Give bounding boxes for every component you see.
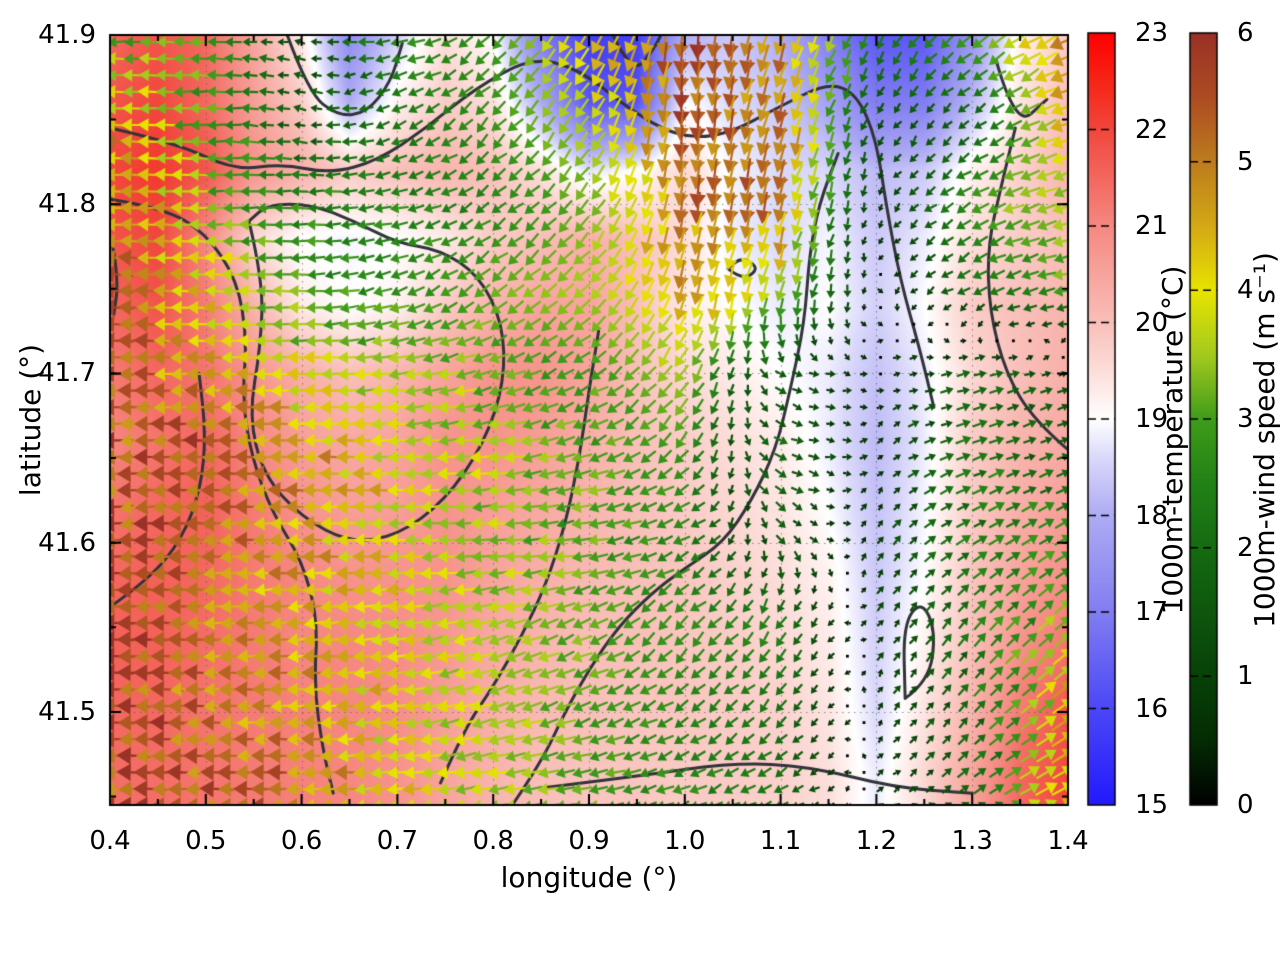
x-tick-label: 0.5 — [185, 826, 227, 856]
temperature-colorbar-tick-label: 17 — [1135, 597, 1169, 627]
x-tick-label: 1.3 — [951, 826, 993, 856]
wind-colorbar-tick-label: 1 — [1237, 661, 1254, 692]
temperature-colorbar-tick-label: 21 — [1135, 211, 1169, 241]
x-tick-label: 0.7 — [376, 826, 419, 856]
wind-colorbar-tick-label: 5 — [1237, 146, 1254, 177]
x-tick-label: 0.8 — [472, 826, 514, 856]
y-tick-label: 41.9 — [38, 20, 96, 50]
y-tick-label: 41.5 — [38, 696, 96, 727]
temperature-colorbar-tick-label: 22 — [1135, 114, 1169, 145]
temperature-colorbar-tick-label: 18 — [1135, 500, 1169, 531]
x-tick-label: 1.4 — [1047, 826, 1089, 856]
temperature-colorbar-tick-label: 23 — [1135, 18, 1169, 48]
x-tick-label: 1.0 — [664, 826, 706, 856]
x-tick-label: 1.2 — [855, 826, 898, 856]
x-tick-label: 0.4 — [89, 826, 131, 856]
wind-colorbar-tick-label: 6 — [1237, 18, 1254, 48]
temperature-colorbar-tick-label: 16 — [1135, 693, 1169, 724]
x-tick-label: 0.9 — [568, 826, 610, 856]
wind-colorbar-tick-label: 0 — [1237, 790, 1254, 820]
y-tick-label: 41.6 — [38, 527, 96, 558]
x-tick-label: 0.6 — [280, 826, 323, 856]
temperature-colorbar-tick-label: 15 — [1135, 790, 1169, 820]
temperature-colorbar-tick-label: 19 — [1135, 404, 1169, 434]
wind-colorbar-tick-label: 4 — [1237, 275, 1254, 306]
y-tick-label: 41.7 — [38, 358, 96, 389]
x-tick-label: 1.1 — [759, 826, 802, 856]
wind-colorbar-tick-label: 3 — [1237, 404, 1254, 434]
x-axis-title: longitude (°) — [500, 861, 678, 894]
wind-colorbar-tick-label: 2 — [1237, 532, 1254, 563]
wind-colorbar-title: 1000m-wind speed (m s⁻¹) — [1248, 252, 1280, 628]
y-tick-label: 41.8 — [38, 189, 96, 220]
temperature-colorbar-tick-label: 20 — [1135, 307, 1169, 338]
